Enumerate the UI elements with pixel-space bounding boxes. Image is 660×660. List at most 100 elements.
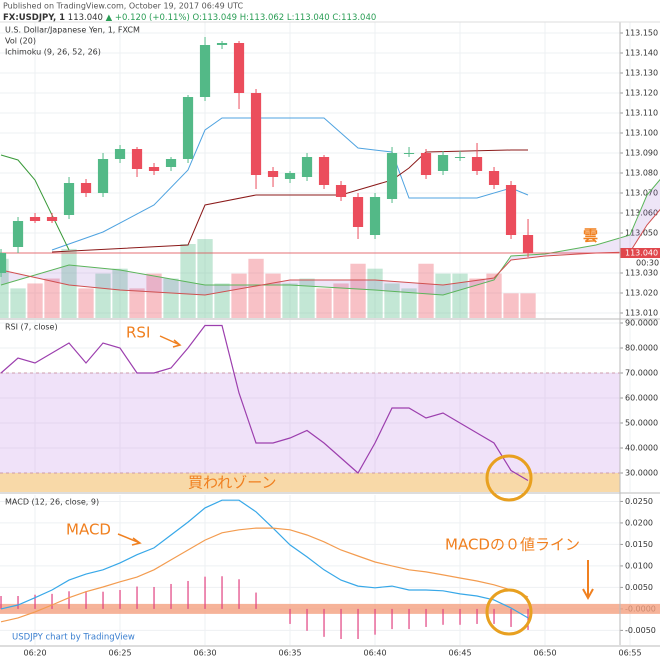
volume-bar bbox=[112, 268, 128, 318]
macd-line bbox=[0, 527, 529, 623]
countdown-box bbox=[620, 258, 660, 268]
volume-bar bbox=[0, 258, 9, 318]
highlight-circle bbox=[485, 454, 533, 502]
volume-label: Vol (20) bbox=[5, 37, 36, 46]
candle-body bbox=[199, 45, 211, 97]
volume-bar bbox=[418, 263, 434, 318]
volume-bar bbox=[95, 273, 111, 318]
volume-bar bbox=[78, 288, 94, 318]
candle-body bbox=[318, 157, 330, 185]
volume-bar bbox=[520, 293, 536, 318]
rsi-title: RSI (7, close) bbox=[5, 323, 58, 332]
volume-bar bbox=[146, 273, 162, 318]
y-tick-label: 0.0100 bbox=[625, 561, 653, 570]
candle-body bbox=[114, 149, 126, 159]
candle-body bbox=[369, 197, 381, 235]
rsi-band bbox=[0, 373, 620, 473]
ichimoku-line bbox=[0, 154, 70, 251]
volume-bar bbox=[231, 273, 247, 318]
candle-body bbox=[522, 235, 534, 253]
candle-body bbox=[131, 149, 143, 169]
y-tick-label: 113.060 bbox=[625, 209, 658, 218]
zone-highlight bbox=[0, 473, 620, 492]
zero-line-highlight bbox=[0, 603, 660, 614]
arrow bbox=[582, 560, 594, 601]
volume-bar bbox=[299, 278, 315, 318]
candle-body bbox=[505, 185, 517, 235]
candle-body bbox=[12, 221, 24, 247]
zero-line-annotation: MACDの０値ライン bbox=[445, 536, 580, 554]
candle-body bbox=[216, 43, 228, 45]
cloud-annotation: 雲 bbox=[583, 227, 598, 245]
volume-bar bbox=[163, 278, 179, 318]
y-tick-label: 113.090 bbox=[625, 149, 658, 158]
candle-body bbox=[63, 183, 75, 215]
y-tick-label: 0.0150 bbox=[625, 540, 653, 549]
candle-body bbox=[454, 157, 466, 158]
y-tick-label: 0.0250 bbox=[625, 497, 653, 506]
candle-body bbox=[250, 93, 262, 175]
x-tick-label: 06:20 bbox=[23, 649, 46, 658]
volume-bar bbox=[503, 293, 519, 318]
candle-body bbox=[233, 43, 245, 93]
rsi-annotation: RSI bbox=[126, 324, 150, 342]
x-tick-label: 06:50 bbox=[533, 649, 556, 658]
rsi-line bbox=[0, 324, 529, 482]
highlight-circle bbox=[485, 588, 533, 636]
ichimoku-label: Ichimoku (9, 26, 52, 26) bbox=[5, 48, 101, 57]
volume-bar bbox=[367, 268, 383, 318]
volume-bar bbox=[384, 283, 400, 318]
y-tick-label: 50.0000 bbox=[625, 419, 658, 428]
last-price-box bbox=[620, 248, 660, 258]
price: 113.040 bbox=[68, 13, 103, 23]
zone-annotation: 買われゾーン bbox=[188, 474, 277, 492]
candle-body bbox=[182, 97, 194, 159]
volume-bar bbox=[401, 288, 417, 318]
y-tick-label: 113.070 bbox=[625, 189, 658, 198]
x-tick-label: 06:45 bbox=[448, 649, 471, 658]
y-tick-label: 113.020 bbox=[625, 289, 658, 298]
ichimoku-line bbox=[0, 178, 660, 296]
countdown: 00:30 bbox=[636, 259, 659, 268]
volume-bar bbox=[10, 288, 26, 318]
credit: USDJPY chart by TradingView bbox=[12, 633, 135, 643]
y-tick-label: -0.0050 bbox=[625, 626, 656, 635]
candle-body bbox=[420, 153, 432, 175]
candle-body bbox=[471, 157, 483, 171]
candle-body bbox=[284, 173, 296, 179]
y-tick-label: 40.0000 bbox=[625, 444, 658, 453]
y-tick-label: 90.0000 bbox=[625, 319, 658, 328]
volume-bar bbox=[333, 283, 349, 318]
y-tick-label: 0.0050 bbox=[625, 583, 653, 592]
volume-bar bbox=[469, 278, 485, 318]
volume-bar bbox=[282, 283, 298, 318]
y-tick-label: 70.0000 bbox=[625, 369, 658, 378]
candle-body bbox=[165, 159, 177, 167]
y-tick-label: 113.080 bbox=[625, 169, 658, 178]
volume-bar bbox=[197, 239, 213, 318]
candle-body bbox=[301, 157, 313, 177]
last-price-label: 113.040 bbox=[625, 249, 658, 258]
macd-line bbox=[0, 499, 529, 619]
x-tick-label: 06:35 bbox=[278, 649, 301, 658]
volume-bar bbox=[248, 258, 264, 318]
x-tick-label: 06:40 bbox=[363, 649, 386, 658]
symbol-line: FX:USDJPY, 1 113.040 ▲ +0.120 (+0.11%) O… bbox=[3, 13, 376, 23]
ichimoku-line bbox=[51, 149, 528, 253]
ohlc: O:113.049 H:113.062 L:113.040 C:113.040 bbox=[193, 13, 377, 23]
published: Published on TradingView.com, October 19… bbox=[3, 2, 243, 11]
candle-body bbox=[386, 153, 398, 199]
candle-body bbox=[488, 171, 500, 185]
y-tick-label: 113.130 bbox=[625, 69, 658, 78]
y-tick-label: 113.120 bbox=[625, 89, 658, 98]
y-tick-label: 113.030 bbox=[625, 269, 658, 278]
y-tick-label: 0.0200 bbox=[625, 518, 653, 527]
x-tick-label: 06:30 bbox=[193, 649, 216, 658]
x-tick-label: 06:55 bbox=[618, 649, 641, 658]
y-tick-label: 60.0000 bbox=[625, 394, 658, 403]
volume-bar bbox=[265, 273, 281, 318]
volume-bar bbox=[44, 278, 60, 318]
volume-bar bbox=[452, 273, 468, 318]
